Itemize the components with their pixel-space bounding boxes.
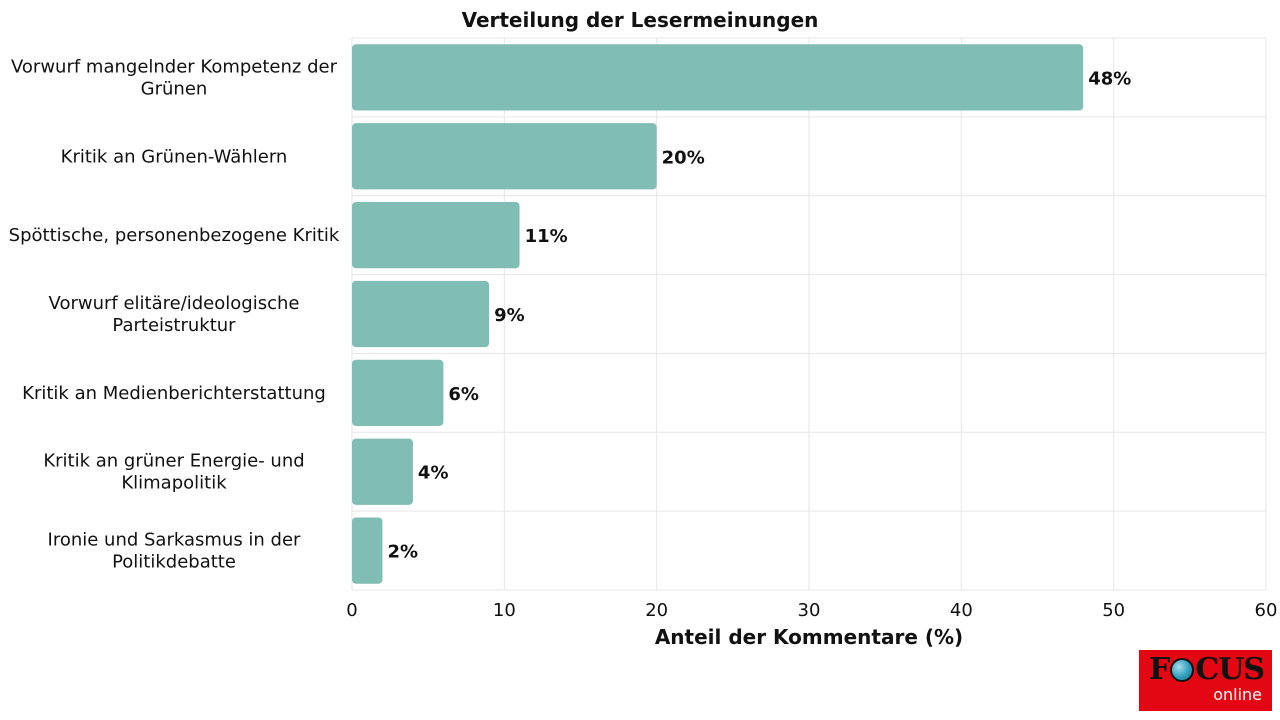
category-label-line: Spöttische, personenbezogene Kritik — [9, 225, 340, 246]
category-label-line: Vorwurf mangelnder Kompetenz der — [11, 56, 338, 77]
category-label-line: Politikdebatte — [112, 552, 236, 573]
bar — [352, 517, 383, 584]
category-label: Kritik an Grünen-Wählern — [61, 146, 288, 167]
category-label-line: Kritik an Grünen-Wählern — [61, 146, 288, 167]
focus-online-logo: F CUS online — [1139, 650, 1272, 711]
value-label: 11% — [525, 226, 568, 247]
category-label-line: Klimapolitik — [121, 473, 227, 494]
value-label: 2% — [387, 542, 418, 563]
category-label-line: Ironie und Sarkasmus in der — [48, 530, 302, 551]
grid-lines — [351, 37, 1267, 591]
category-label: Spöttische, personenbezogene Kritik — [9, 225, 340, 246]
bar — [352, 123, 657, 190]
x-tick-label: 20 — [645, 600, 668, 621]
value-label: 48% — [1088, 68, 1131, 89]
bar — [352, 44, 1084, 111]
x-tick-labels: 0 10 20 30 40 50 60 — [346, 600, 1277, 621]
logo-letters-cus: CUS — [1195, 652, 1265, 687]
category-label-line: Parteistruktur — [112, 315, 236, 336]
bar — [352, 359, 444, 426]
x-tick-label: 0 — [346, 600, 357, 621]
category-label-line: Grünen — [141, 78, 208, 99]
logo-wordmark: F CUS — [1149, 652, 1265, 687]
value-label: 9% — [494, 305, 525, 326]
x-axis-title: Anteil der Kommentare (%) — [655, 625, 963, 649]
value-label: 6% — [448, 384, 479, 405]
category-label: Ironie und Sarkasmus in der Politikdebatt… — [48, 530, 302, 573]
x-tick-label: 10 — [493, 600, 516, 621]
value-label: 20% — [662, 147, 705, 168]
category-label: Vorwurf elitäre/ideologische Parteistrukt… — [49, 293, 300, 336]
category-label: Kritik an grüner Energie- und Klimapoliti… — [43, 451, 304, 494]
category-label-line: Kritik an Medienberichterstattung — [22, 383, 326, 404]
category-label-line: Kritik an grüner Energie- und — [43, 451, 304, 472]
x-tick-label: 40 — [950, 600, 973, 621]
bar — [352, 202, 520, 269]
logo-subtitle: online — [1213, 685, 1262, 704]
chart-title: Verteilung der Lesermeinungen — [462, 8, 819, 32]
globe-icon — [1170, 658, 1195, 682]
value-label: 4% — [418, 463, 449, 484]
x-tick-label: 30 — [798, 600, 821, 621]
value-labels: 48% 20% 11% 9% 6% 4% 2% — [387, 68, 1131, 562]
category-label: Kritik an Medienberichterstattung — [22, 383, 326, 404]
bar — [352, 280, 490, 348]
bar — [352, 438, 413, 505]
category-labels: Vorwurf mangelnder Kompetenz der Grünen Kr… — [9, 56, 340, 572]
category-label-line: Vorwurf elitäre/ideologische — [49, 293, 300, 314]
x-tick-label: 60 — [1255, 600, 1278, 621]
logo-letter-f: F — [1149, 652, 1170, 687]
x-tick-label: 50 — [1102, 600, 1125, 621]
bars — [352, 44, 1084, 584]
category-label: Vorwurf mangelnder Kompetenz der Grünen — [11, 56, 338, 99]
